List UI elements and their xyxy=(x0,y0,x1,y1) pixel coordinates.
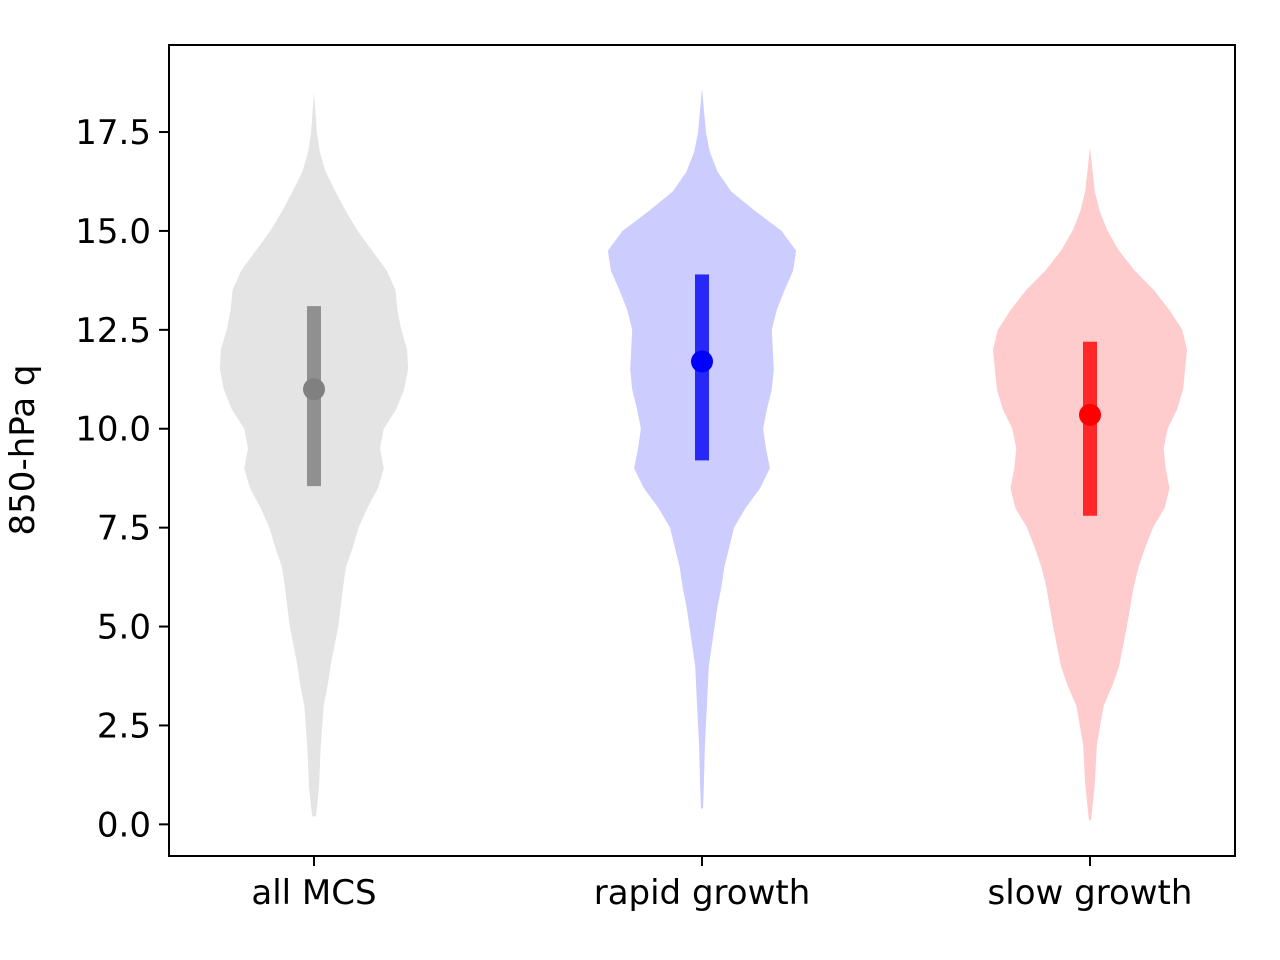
median-marker-rapid-growth xyxy=(691,350,713,373)
interval-bar-slow-growth xyxy=(1083,341,1097,516)
y-tick-label: 2.5 xyxy=(97,706,151,746)
median-marker-all-mcs xyxy=(303,378,325,401)
x-tick-label-rapid-growth: rapid growth xyxy=(594,873,811,913)
median-marker-slow-growth xyxy=(1079,403,1101,426)
y-tick-label: 0.0 xyxy=(97,805,151,845)
y-tick-label: 17.5 xyxy=(75,113,151,153)
y-tick-label: 15.0 xyxy=(75,212,151,252)
violins-group xyxy=(219,88,1187,821)
x-axis: all MCS rapid growth slow growth xyxy=(251,856,1192,913)
y-tick-label: 5.0 xyxy=(97,608,151,648)
x-tick-label-slow-growth: slow growth xyxy=(988,873,1193,913)
y-axis: 0.0 2.5 5.0 7.5 10.0 12.5 15.0 17.5 xyxy=(75,113,169,845)
x-tick-label-all-mcs: all MCS xyxy=(251,873,376,913)
y-tick-label: 12.5 xyxy=(75,311,151,351)
y-tick-label: 7.5 xyxy=(97,509,151,549)
y-axis-label: 850-hPa q xyxy=(3,365,43,536)
y-tick-label: 10.0 xyxy=(75,410,151,450)
